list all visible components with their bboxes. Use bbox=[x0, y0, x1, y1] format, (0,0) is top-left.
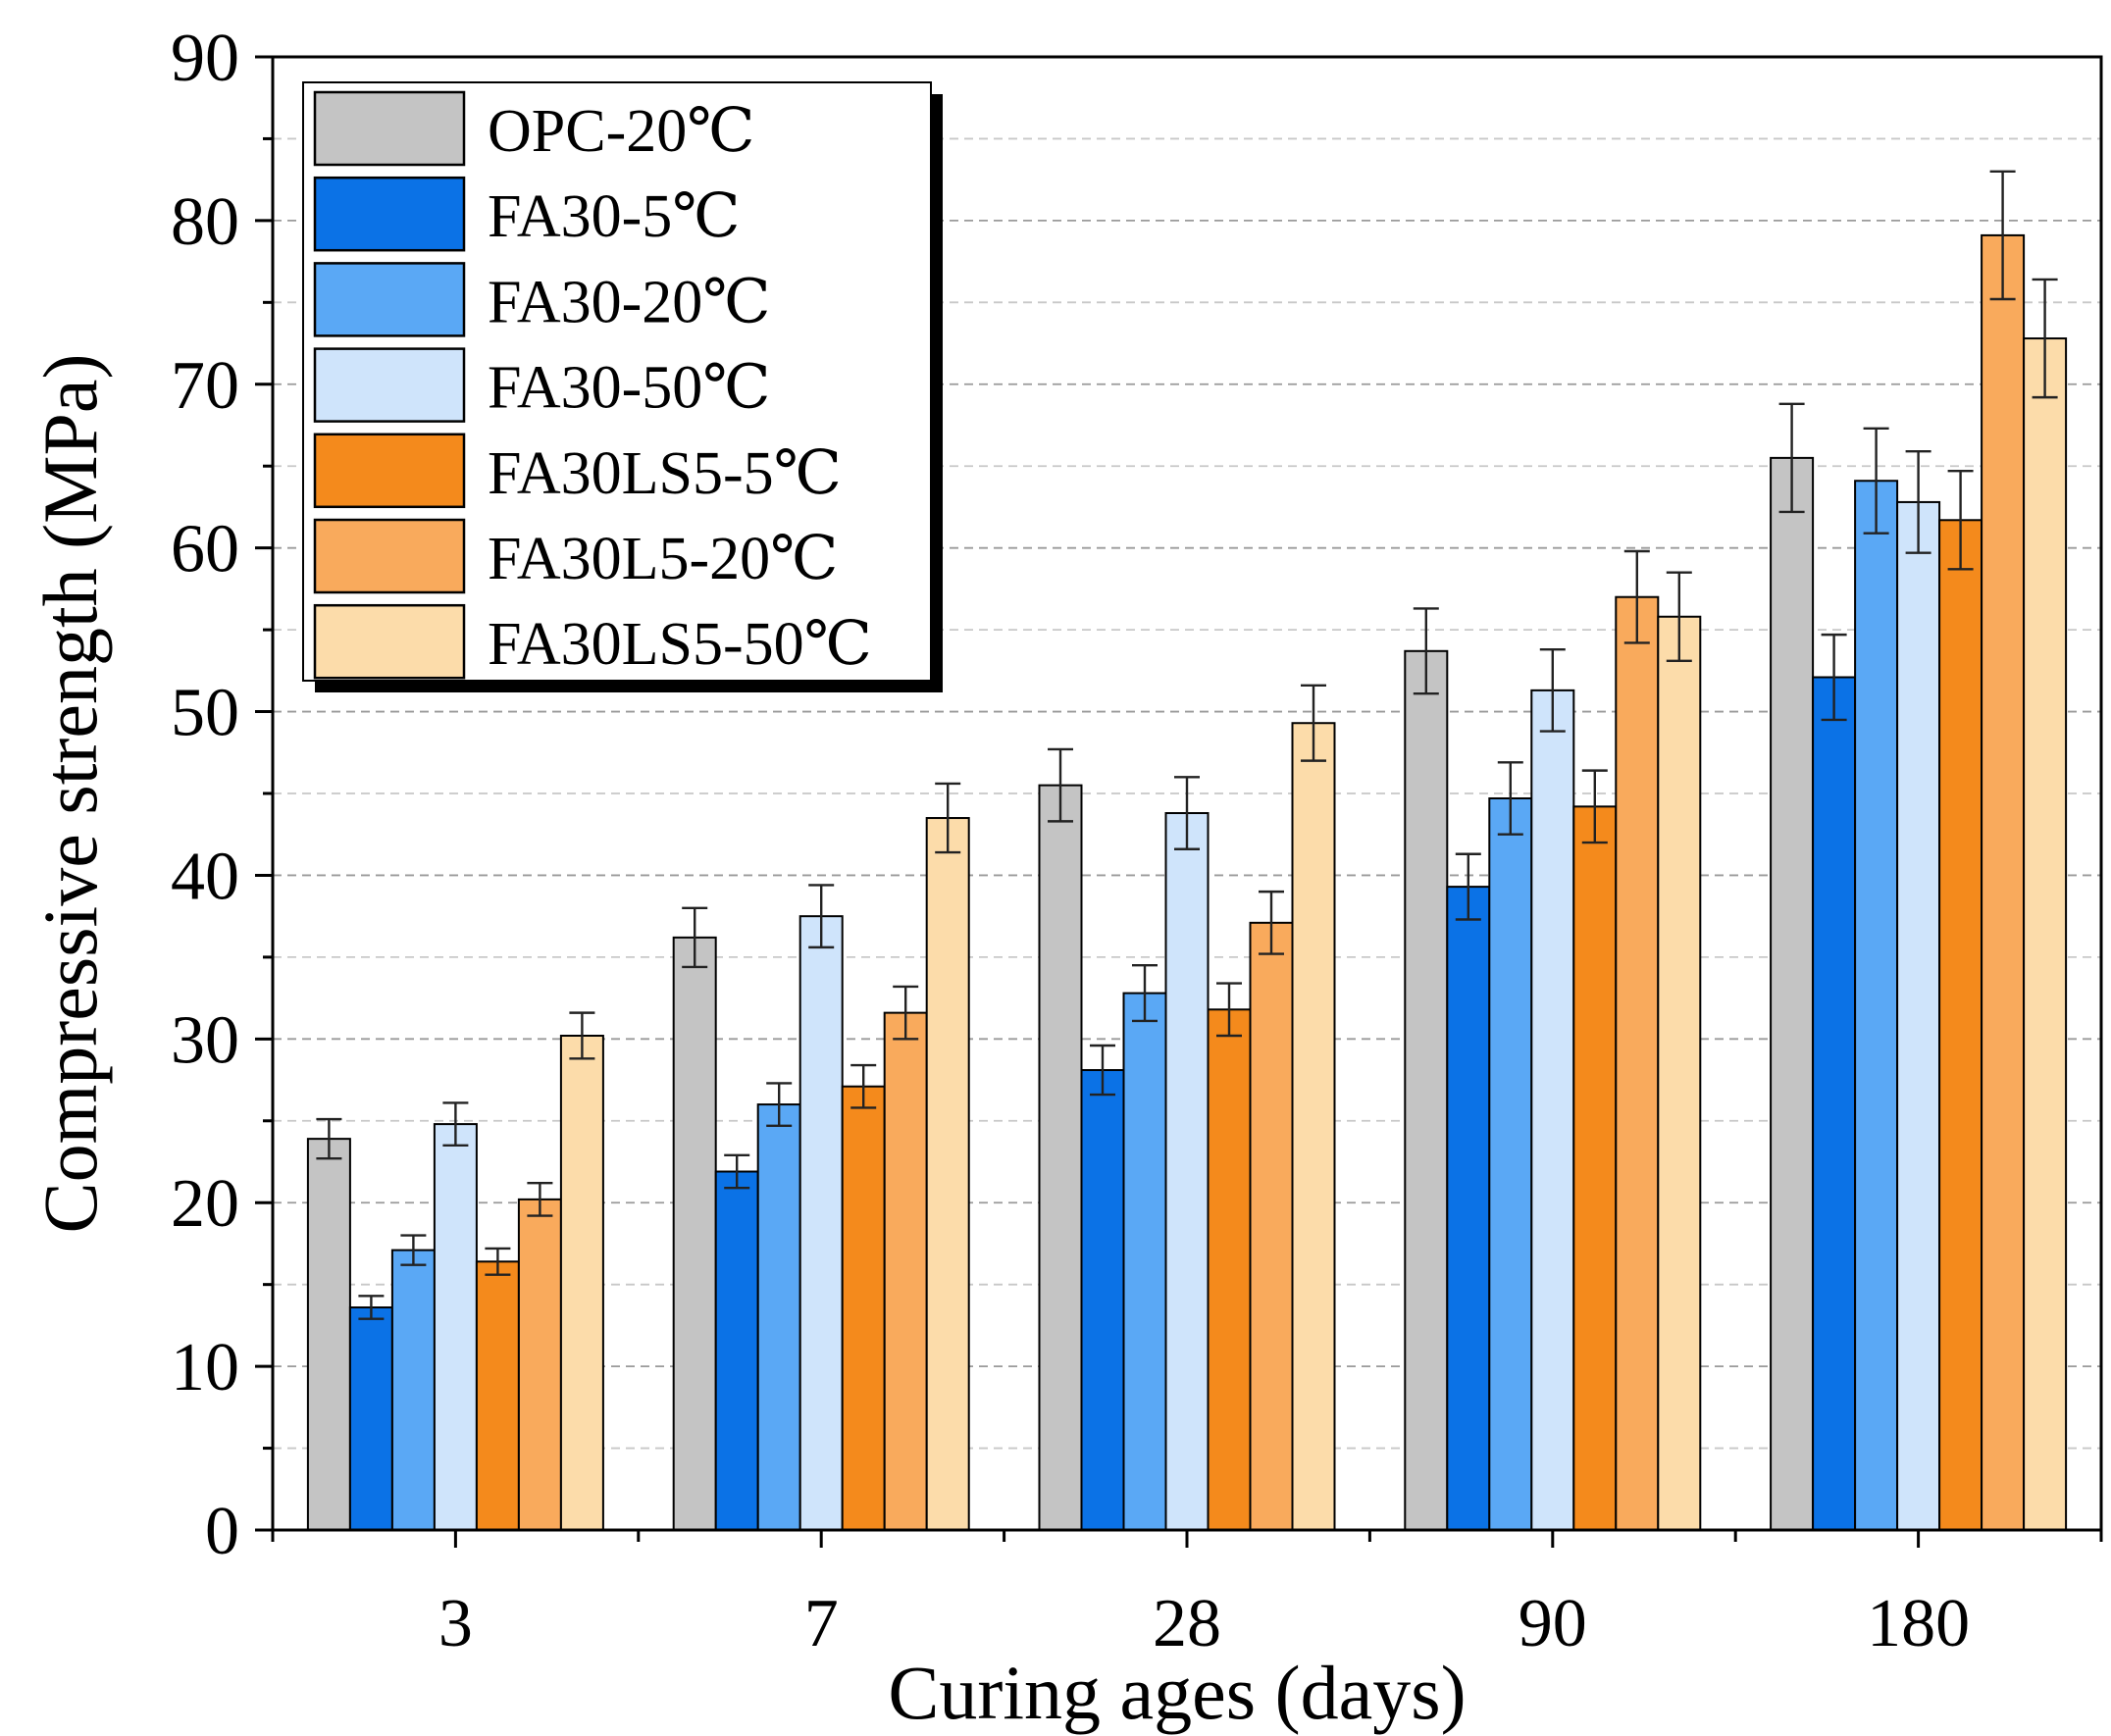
x-tick-label: 180 bbox=[1867, 1586, 1970, 1661]
legend-swatch bbox=[313, 433, 466, 509]
bar bbox=[1981, 233, 2026, 1531]
bar bbox=[1572, 805, 1618, 1531]
x-axis-title: Curing ages (days) bbox=[888, 1650, 1466, 1735]
y-tick-label: 80 bbox=[171, 184, 239, 260]
bar bbox=[798, 915, 844, 1531]
x-tick-label: 3 bbox=[438, 1586, 473, 1661]
legend-label: FA30L5-20℃ bbox=[488, 526, 839, 592]
bar bbox=[1446, 886, 1491, 1531]
bar bbox=[1404, 649, 1449, 1531]
legend-label: FA30-50℃ bbox=[488, 355, 771, 422]
x-tick-label: 28 bbox=[1153, 1586, 1221, 1661]
legend-swatch bbox=[313, 347, 466, 423]
legend-swatch bbox=[313, 518, 466, 594]
bar bbox=[883, 1011, 928, 1531]
bar bbox=[390, 1249, 436, 1531]
bar bbox=[1038, 784, 1083, 1531]
legend-label: FA30-5℃ bbox=[488, 183, 741, 250]
bar bbox=[1812, 676, 1857, 1531]
y-tick-label: 20 bbox=[171, 1166, 239, 1242]
bar bbox=[714, 1170, 759, 1531]
y-tick-label: 60 bbox=[171, 512, 239, 587]
legend-swatch bbox=[313, 262, 466, 337]
y-tick-label: 0 bbox=[205, 1494, 239, 1569]
bar bbox=[1770, 456, 1815, 1531]
bar bbox=[306, 1138, 351, 1531]
bar bbox=[1938, 519, 1983, 1531]
bar bbox=[348, 1306, 393, 1532]
y-tick-label: 70 bbox=[171, 348, 239, 424]
y-tick-label: 50 bbox=[171, 676, 239, 751]
y-tick-label: 90 bbox=[171, 21, 239, 96]
x-tick-label: 90 bbox=[1519, 1586, 1587, 1661]
y-axis-title: Compressive strength (MPa) bbox=[27, 354, 113, 1234]
bar bbox=[1207, 1008, 1252, 1531]
bar bbox=[1615, 595, 1660, 1531]
bar bbox=[1896, 500, 1941, 1532]
legend-swatch bbox=[313, 90, 466, 167]
legend-label: FA30LS5-50℃ bbox=[488, 611, 872, 678]
bar bbox=[1657, 615, 1702, 1531]
legend: OPC-20℃ FA30-5℃ FA30-20℃ FA30-50℃ FA30LS5-5℃… bbox=[302, 81, 943, 692]
x-axis-ticks: 3 7 28 90 180 bbox=[271, 1530, 2103, 1661]
bar bbox=[925, 817, 970, 1531]
bar bbox=[1291, 722, 1336, 1531]
legend-swatch bbox=[313, 603, 466, 680]
bar bbox=[1530, 689, 1575, 1531]
x-tick-label: 7 bbox=[804, 1586, 839, 1661]
bar bbox=[672, 936, 717, 1531]
bar bbox=[1122, 992, 1167, 1531]
bar bbox=[475, 1260, 520, 1532]
legend-label: FA30LS5-5℃ bbox=[488, 440, 842, 507]
bar bbox=[1488, 797, 1533, 1531]
error-bars bbox=[316, 170, 2058, 1320]
bar bbox=[517, 1198, 562, 1531]
bar bbox=[559, 1034, 604, 1532]
bar bbox=[1164, 812, 1210, 1531]
y-axis-ticks: 0 10 20 30 40 50 60 70 80 90 bbox=[171, 21, 273, 1569]
legend-label: FA30-20℃ bbox=[488, 269, 771, 335]
legend-swatch bbox=[313, 176, 466, 252]
bar bbox=[1854, 480, 1899, 1532]
bar bbox=[2023, 337, 2068, 1532]
bar bbox=[1249, 921, 1294, 1531]
y-tick-label: 40 bbox=[171, 839, 239, 914]
bar bbox=[756, 1103, 801, 1531]
bar bbox=[433, 1123, 478, 1532]
bar bbox=[1080, 1069, 1125, 1531]
bar bbox=[841, 1085, 886, 1531]
y-tick-label: 30 bbox=[171, 1002, 239, 1078]
legend-label: OPC-20℃ bbox=[488, 98, 755, 165]
y-tick-label: 10 bbox=[171, 1330, 239, 1405]
